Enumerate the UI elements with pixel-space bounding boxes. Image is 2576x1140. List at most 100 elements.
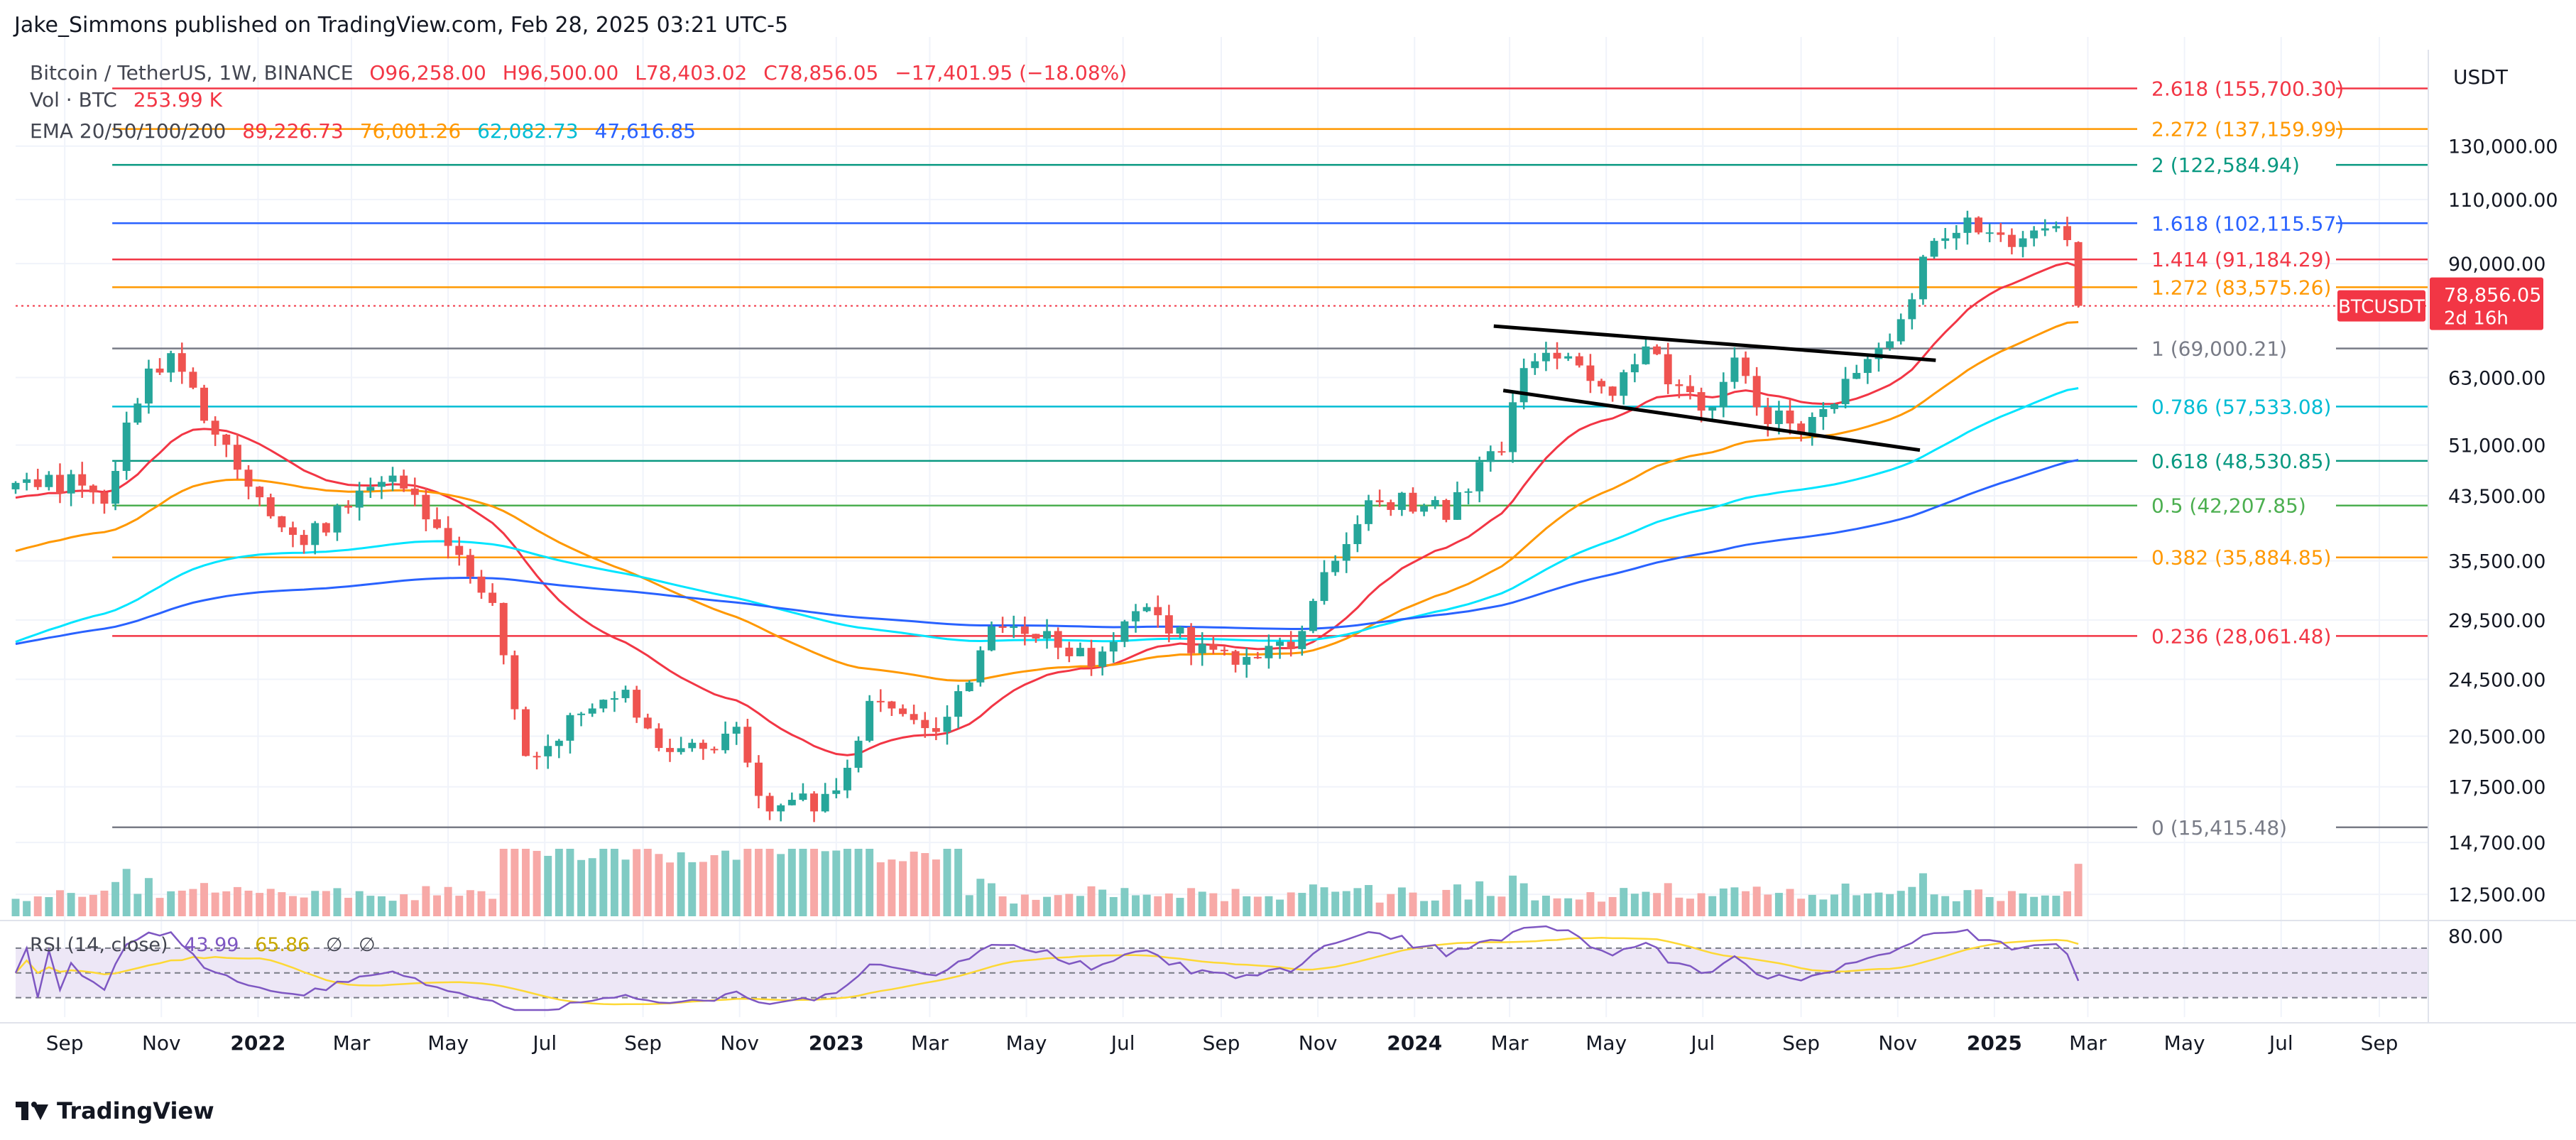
volume-bar <box>499 849 508 916</box>
volume-bar <box>1453 884 1461 916</box>
candle-body <box>400 475 408 489</box>
volume-bar <box>56 890 64 916</box>
candle-body <box>1453 492 1461 520</box>
candle-body <box>455 545 464 555</box>
volume-bar <box>1365 885 1372 916</box>
last-price-symbol-tag <box>2337 290 2425 322</box>
candle-body <box>266 497 275 516</box>
rsi-label[interactable]: RSI (14, close) <box>30 934 168 956</box>
ema-label[interactable]: EMA 20/50/100/200 <box>30 119 227 143</box>
volume-bar <box>1220 901 1228 916</box>
candle-body <box>1353 523 1362 545</box>
rsi-legend[interactable]: RSI (14, close) 43.99 65.86 ∅ ∅ <box>30 934 386 956</box>
volume-bar <box>1664 883 1672 916</box>
candle-body <box>854 740 863 768</box>
x-tick-label: May <box>427 1031 469 1055</box>
volume-value: 253.99 K <box>133 88 222 112</box>
candle-body <box>222 434 231 445</box>
volume-bar <box>422 886 430 916</box>
candle-body <box>1863 359 1872 374</box>
volume-bar <box>1598 901 1605 916</box>
x-tick-label: May <box>1006 1031 1047 1055</box>
volume-bar <box>1243 896 1251 916</box>
candle-body <box>610 697 618 700</box>
candle-body <box>899 708 907 715</box>
symbol-legend[interactable]: Bitcoin / TetherUS, 1W, BINANCE O96,258.… <box>30 61 1137 85</box>
candle-body <box>477 576 486 593</box>
last-price-tag <box>2430 277 2543 330</box>
volume-bar <box>721 850 730 916</box>
volume-bar <box>1941 896 1950 916</box>
candle-body <box>433 519 441 528</box>
volume-bar <box>1076 896 1084 916</box>
volume-bar <box>621 859 630 916</box>
y-tick-label: 12,500.00 <box>2448 884 2545 906</box>
rsi-value: 43.99 <box>184 934 239 956</box>
candle-body <box>11 482 20 489</box>
candle-body <box>1852 373 1861 379</box>
candle-body <box>1342 544 1350 561</box>
candle-body <box>1298 631 1306 649</box>
symbol-title[interactable]: Bitcoin / TetherUS, 1W, BINANCE <box>30 61 354 85</box>
fib-label-2.618: 2.618 (155,700.30) <box>2151 77 2344 101</box>
candle-body <box>732 727 741 734</box>
volume-bar <box>1553 898 1561 916</box>
volume-bar <box>954 849 963 916</box>
volume-bar <box>588 858 596 916</box>
candle-body <box>1620 372 1628 396</box>
tradingview-brand[interactable]: TradingView <box>16 1097 214 1124</box>
candle-body <box>666 748 674 752</box>
volume-bar <box>1586 892 1595 916</box>
candle-body <box>1963 217 1972 233</box>
ema-line-100 <box>15 387 2079 644</box>
candle-body <box>1786 411 1794 424</box>
candle-body <box>1243 656 1251 665</box>
volume-bar <box>1253 896 1262 916</box>
rsi-indicator <box>14 925 2080 1011</box>
candle-body <box>777 805 785 812</box>
candle-body <box>1886 341 1894 348</box>
volume-bar <box>943 849 951 916</box>
candle-body <box>533 756 541 758</box>
volume-bar <box>1608 896 1617 916</box>
volume-bar <box>1730 887 1739 916</box>
volume-bar <box>1675 897 1683 916</box>
x-tick-label: Sep <box>46 1031 84 1055</box>
ema-legend[interactable]: EMA 20/50/100/200 89,226.73 76,001.26 62… <box>30 119 706 143</box>
candle-body <box>1564 356 1573 359</box>
volume-bar <box>544 855 552 916</box>
volume-bar <box>2030 896 2039 916</box>
candle-body <box>1742 357 1750 376</box>
ohlc-open: O96,258.00 <box>369 61 486 85</box>
candle-body <box>2030 230 2039 239</box>
volume-bar <box>599 849 608 916</box>
volume-bars <box>11 849 2083 916</box>
candle-body <box>1198 644 1206 653</box>
volume-bar <box>1331 891 1340 916</box>
grid <box>16 37 2428 1017</box>
fib-label-2.272: 2.272 (137,159.99) <box>2151 118 2344 141</box>
candle-body <box>1065 647 1074 656</box>
volume-bar <box>444 886 452 916</box>
candle-body <box>1708 407 1717 411</box>
candle-body <box>1541 352 1550 362</box>
candle-body <box>1764 407 1772 425</box>
volume-bar <box>555 849 563 916</box>
rsi-extra-2: ∅ <box>359 934 376 956</box>
x-tick-label: Mar <box>1491 1031 1529 1055</box>
volume-bar <box>998 896 1007 916</box>
volume-legend[interactable]: Vol · BTC 253.99 K <box>30 88 232 112</box>
ema-50-value: 76,001.26 <box>359 119 462 143</box>
volume-bar <box>1464 899 1473 916</box>
volume-bar <box>1509 875 1517 916</box>
volume-bar <box>1353 888 1362 916</box>
candle-body <box>122 422 131 472</box>
volume-bar <box>155 898 164 916</box>
candle-body <box>721 733 730 751</box>
x-tick-label: Mar <box>911 1031 949 1055</box>
volume-bar <box>1975 889 1983 916</box>
volume-bar <box>1919 873 1927 916</box>
candle-body <box>1908 299 1916 320</box>
volume-label[interactable]: Vol · BTC <box>30 88 117 112</box>
